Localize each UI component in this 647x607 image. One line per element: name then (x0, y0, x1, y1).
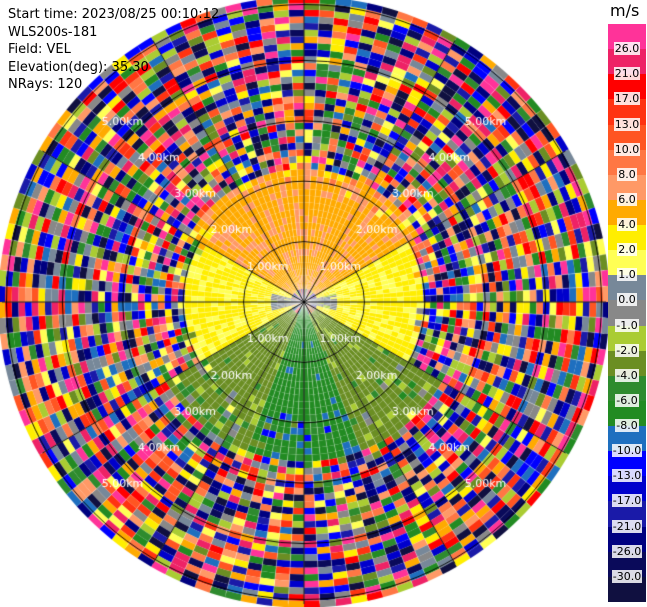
colorbar-tick-label: -26.0 (611, 544, 643, 558)
start-time-text: Start time: 2023/08/25 00:10:12 (8, 7, 220, 22)
colorbar-tick-label: 26.0 (613, 42, 641, 56)
colorbar-tick-label: 8.0 (617, 167, 637, 181)
colorbar-tick-label: 4.0 (617, 218, 637, 232)
colorbar-unit: m/s (610, 1, 640, 20)
colorbar-tick-label: -1.0 (615, 318, 639, 332)
nrays-text: NRays: 120 (8, 77, 83, 92)
colorbar-legend: m/s 26.0 21.0 17.0 13.0 10.0 8.0 6.0 4.0 2.0 1.0 0… (608, 0, 647, 607)
instrument-text: WLS200s-181 (8, 24, 98, 40)
elevation-text: Elevation(deg): 35.30 (8, 59, 149, 75)
colorbar-tick-label: -13.0 (611, 469, 643, 483)
colorbar-tick-label: 6.0 (617, 192, 637, 206)
colorbar-tick-label: -8.0 (615, 419, 639, 433)
colorbar-tick-label: -2.0 (615, 343, 639, 357)
colorbar-tick-label: 2.0 (617, 243, 637, 257)
colorbar-tick-label: 1.0 (617, 268, 637, 282)
field-text: Field: VEL (8, 42, 71, 57)
colorbar-tick-label: -10.0 (611, 444, 643, 458)
colorbar-tick-label: -6.0 (615, 393, 639, 407)
colorbar-tick-label: 10.0 (613, 142, 641, 156)
colorbar-tick-label: -17.0 (611, 494, 643, 508)
colorbar-tick-label: -4.0 (615, 368, 639, 382)
colorbar-tick-label: 13.0 (613, 117, 641, 131)
colorbar: 26.0 21.0 17.0 13.0 10.0 8.0 6.0 4.0 2.0 1.0 0.0 -1… (608, 24, 646, 603)
scan-info-panel: Start time: 2023/08/25 00:10:12 WLS200s-… (8, 6, 219, 94)
colorbar-tick-label: 0.0 (617, 293, 637, 307)
colorbar-tick-label: 21.0 (613, 67, 641, 81)
colorbar-tick-label: -30.0 (611, 569, 643, 583)
colorbar-tick-label: 17.0 (613, 92, 641, 106)
colorbar-tick-label: -21.0 (611, 519, 643, 533)
